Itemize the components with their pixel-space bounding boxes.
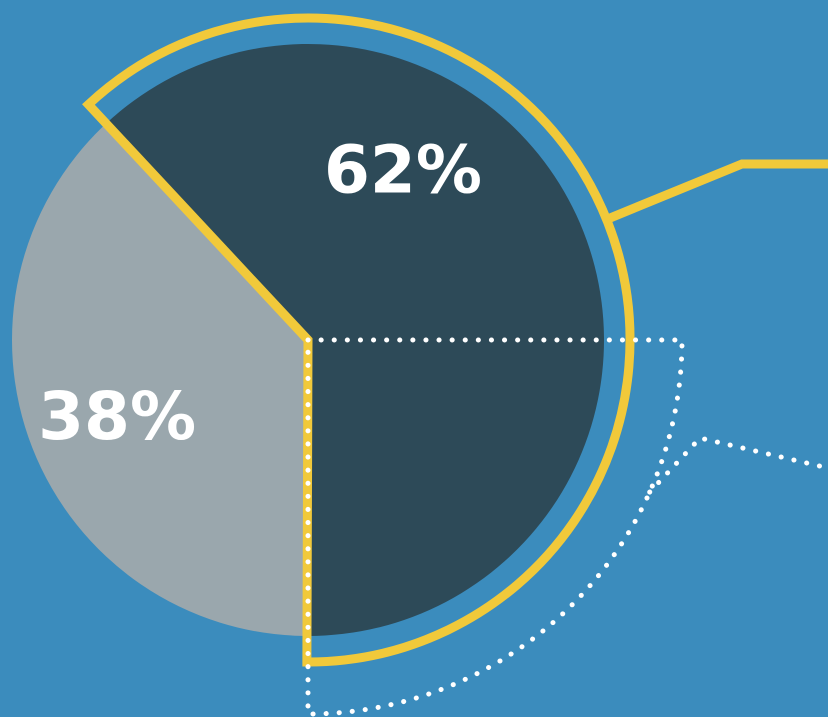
pie-slices [12,44,605,637]
highlight-outline [82,13,635,667]
pie-slice-38 [12,123,309,636]
pie-slice-62 [106,44,605,637]
slice-label-62: 62% [324,132,482,209]
pie-outlines [82,13,828,717]
slice-label-38: 38% [38,378,196,455]
sub-highlight-dotted-outline [305,337,685,717]
highlight-connector [604,159,828,224]
sub-highlight-connector [647,435,828,495]
